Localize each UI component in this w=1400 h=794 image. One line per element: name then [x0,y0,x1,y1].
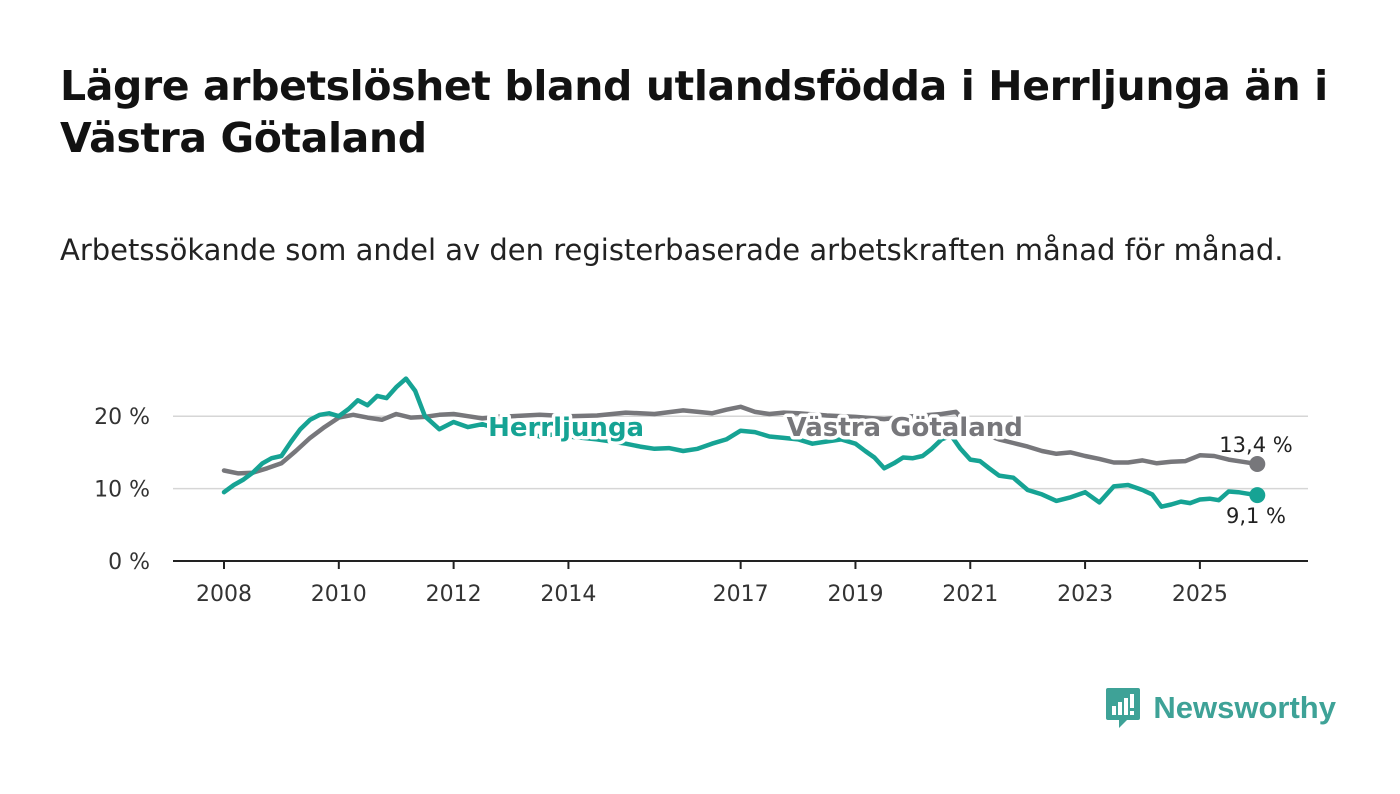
x-tick-label: 2008 [196,582,252,607]
end-point-herrljunga [1249,487,1266,504]
series-label-herrljunga: Herrljunga [488,413,644,443]
x-tick-label: 2019 [827,582,883,607]
x-tick-label: 2010 [311,582,367,607]
y-tick-label: 10 % [94,478,150,503]
x-tick-label: 2017 [713,582,769,607]
newsworthy-logo-icon [1106,688,1141,728]
label-layer: Västra Götaland Herrljunga 13,4 % 9,1 % [485,410,1293,528]
grid-layer [173,415,1308,490]
x-tick-label: 2023 [1057,582,1113,607]
brand-logo: Newsworthy [1105,686,1336,730]
chart-title: Lägre arbetslöshet bland utlandsfödda i … [60,62,1328,162]
x-tick-label: 2025 [1172,582,1228,607]
x-tick-label: 2014 [540,582,596,607]
series-line-v-stra-g-taland [221,404,1260,476]
y-tick-label: 20 % [94,405,150,430]
end-point-v-stra-g-taland [1249,455,1266,472]
end-value-label-herrljunga: 9,1 % [1226,504,1286,528]
x-tick-label: 2021 [942,582,998,607]
series-label-v-stra-g-taland: Västra Götaland [787,413,1023,443]
x-tick-label: 2012 [426,582,482,607]
y-tick-label: 0 % [108,550,150,575]
brand-name: Newsworthy [1153,690,1336,725]
series-layer [221,376,1266,509]
axis-layer: 0 % 10 % 20 % 2008 2010 2012 2014 2017 2019 2021 2… [94,405,1308,607]
series-line-herrljunga [221,376,1260,509]
chart-subtitle: Arbetssökande som andel av den registerb… [60,233,1284,267]
end-value-label-vastra-gotaland: 13,4 % [1219,433,1292,457]
